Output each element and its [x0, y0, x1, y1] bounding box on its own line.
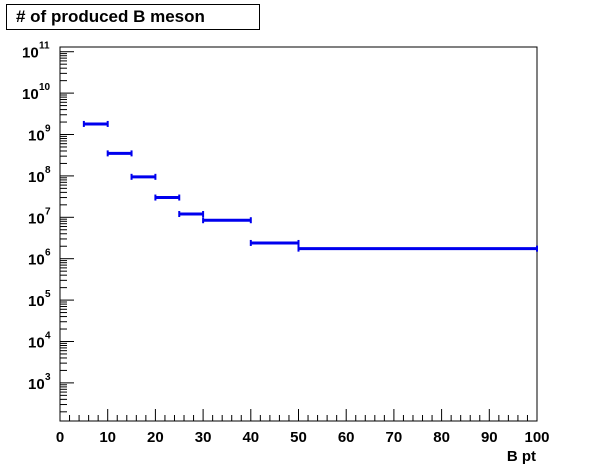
x-tick-label: 80	[433, 429, 450, 446]
y-tick-label-base: 10	[22, 45, 39, 62]
y-tick-label: 10 4	[28, 330, 51, 351]
y-tick-label-base: 10	[28, 293, 45, 310]
y-tick-label-exponent: 8	[45, 165, 51, 176]
histogram-bin	[108, 150, 132, 156]
y-tick-label-exponent: 9	[45, 124, 51, 135]
y-tick-label: 10 7	[28, 206, 51, 227]
y-tick-label-base: 10	[28, 252, 45, 269]
histogram-series	[84, 121, 537, 252]
x-tick-label: 90	[481, 429, 498, 446]
x-tick-label: 0	[56, 429, 64, 446]
y-tick-label-base: 10	[28, 169, 45, 186]
y-tick-label-exponent: 10	[39, 82, 51, 93]
y-tick-label-exponent: 4	[45, 330, 51, 341]
x-tick-label: 40	[242, 429, 259, 446]
y-tick-label-base: 10	[22, 86, 39, 103]
y-tick-label: 10 3	[28, 372, 51, 393]
y-tick-label-exponent: 5	[45, 289, 51, 300]
y-tick-label-base: 10	[28, 376, 45, 393]
y-tick-label: 10 9	[28, 124, 51, 145]
plot-frame	[60, 47, 537, 421]
y-tick-label: 10 6	[28, 248, 51, 269]
y-tick-label-exponent: 6	[45, 248, 51, 259]
chart-title: # of produced B meson	[6, 4, 260, 30]
x-tick-label: 60	[338, 429, 355, 446]
y-axis-ticks	[60, 52, 74, 412]
y-tick-label-base: 10	[28, 128, 45, 145]
histogram-bin	[299, 246, 538, 252]
histogram-bin	[179, 211, 203, 217]
y-tick-label-exponent: 3	[45, 372, 51, 383]
x-axis-ticks	[60, 409, 537, 421]
y-tick-label-exponent: 11	[39, 41, 50, 52]
x-tick-label: 50	[290, 429, 307, 446]
histogram-bin	[155, 195, 179, 201]
histogram-bin	[84, 121, 108, 127]
y-tick-label-base: 10	[28, 210, 45, 227]
x-tick-label: 20	[147, 429, 164, 446]
y-tick-label: 10 5	[28, 289, 51, 310]
x-axis-title: B pt	[507, 448, 536, 465]
x-tick-label: 30	[195, 429, 212, 446]
y-tick-label-base: 10	[28, 334, 45, 351]
y-tick-label: 10 8	[28, 165, 51, 186]
x-tick-label: 70	[386, 429, 403, 446]
y-tick-label-exponent: 7	[45, 206, 51, 217]
histogram-bin	[132, 174, 156, 180]
x-axis-tick-labels: 0 10 20 30 40 50 60 70 80 90 100	[56, 429, 550, 446]
x-tick-label: 10	[99, 429, 116, 446]
y-tick-label: 10 11	[22, 41, 50, 62]
x-tick-label: 100	[524, 429, 549, 446]
histogram-bin	[203, 217, 251, 223]
histogram-bin	[251, 240, 299, 246]
y-tick-label: 10 10	[22, 82, 51, 103]
